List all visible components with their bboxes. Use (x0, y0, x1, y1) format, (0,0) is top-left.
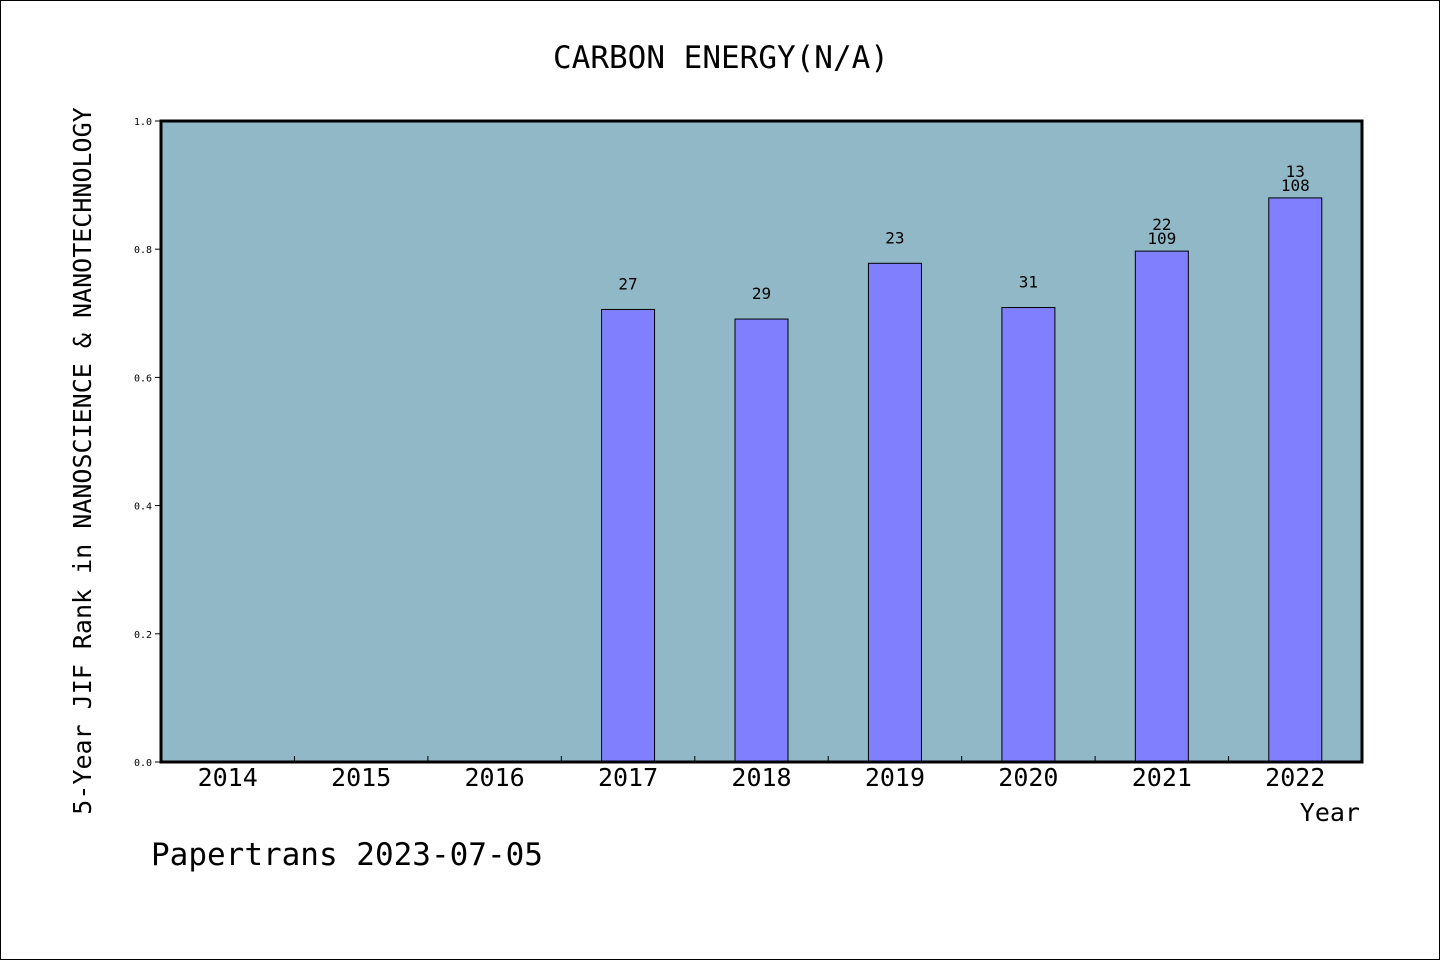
bar (1001, 307, 1056, 763)
bar (1134, 250, 1189, 763)
y-tick-label: 1.0 (134, 117, 152, 128)
bar (1268, 197, 1323, 763)
bar-total-label: 108 (1281, 176, 1310, 195)
bar-rank-label: 27 (618, 274, 637, 293)
bar (734, 318, 789, 763)
bar-rank-label: 31 (1019, 273, 1038, 292)
y-tick-label: 0.2 (134, 630, 152, 641)
y-tick-label: 0.0 (134, 758, 152, 769)
x-tick-label: 2015 (331, 763, 391, 792)
bar-total-label: 109 (1147, 229, 1176, 248)
x-tick-label: 2014 (198, 763, 258, 792)
chart-title: CARBON ENERGY(N/A) (553, 40, 889, 76)
chart-marks: 0.0 0.2 0.4 0.6 0.8 1.0 2014 2015 2016 27 2017 29 20… (134, 117, 1325, 792)
x-tick-label: 2017 (598, 763, 658, 792)
bar-rank-label: 29 (752, 284, 771, 303)
y-axis-label: 5-Year JIF Rank in NANOSCIENCE & NANOTEC… (68, 107, 97, 814)
x-tick-label: 2016 (465, 763, 525, 792)
x-tick-label: 2018 (731, 763, 791, 792)
bar-rank-label: 22 (1152, 215, 1171, 234)
x-tick-label: 2019 (865, 763, 925, 792)
bar (601, 308, 656, 763)
bar-rank-label: 13 (1286, 162, 1305, 181)
x-axis-label: Year (1300, 798, 1360, 827)
x-tick-label: 2021 (1132, 763, 1192, 792)
bar (867, 262, 922, 763)
y-tick-label: 0.4 (134, 502, 152, 513)
footer-credit: Papertrans 2023-07-05 (151, 837, 543, 873)
y-tick-label: 0.6 (134, 373, 152, 384)
x-tick-label: 2022 (1265, 763, 1325, 792)
plot-border (159, 119, 1364, 764)
bar-rank-label: 23 (885, 228, 904, 247)
y-tick-label: 0.8 (134, 245, 152, 256)
x-tick-label: 2020 (998, 763, 1058, 792)
